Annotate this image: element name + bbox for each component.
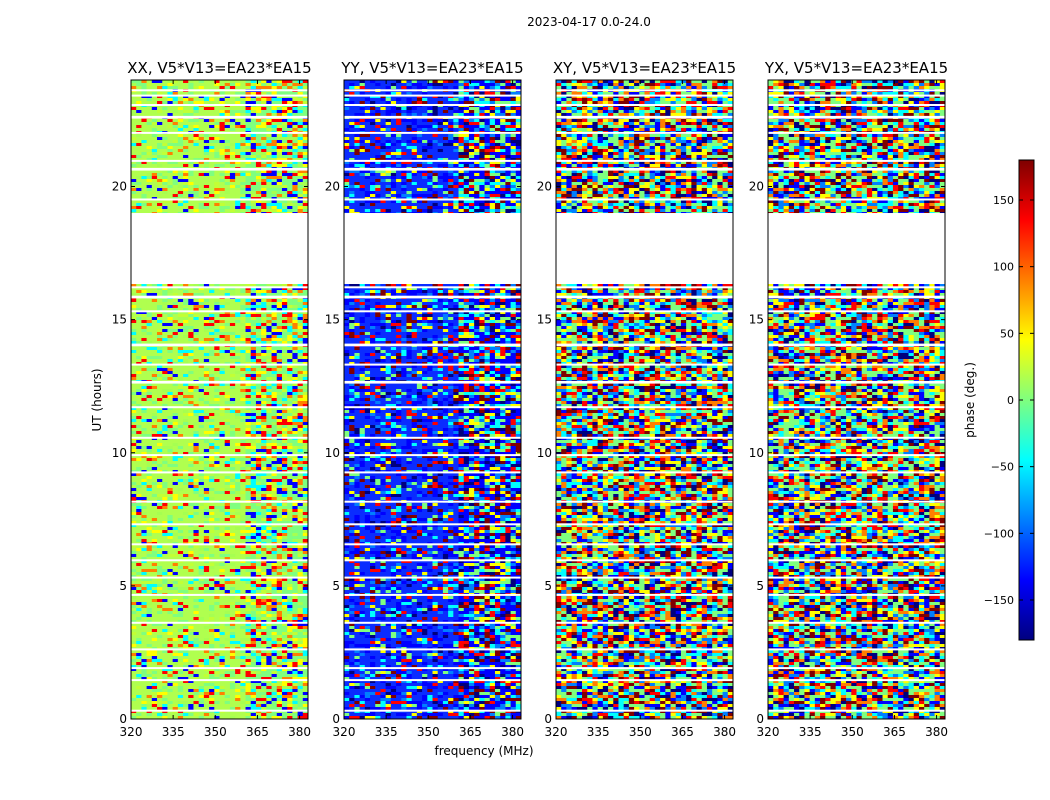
- x-tick-label: 335: [162, 725, 185, 739]
- panels: XX, V5*V13=EA23*EA15 320 335 350 365 380 0 5 10 1…: [112, 59, 948, 739]
- colorbar: 150 100 50 0 −50 −100 −150 phase (deg.): [963, 159, 1035, 641]
- y-tick-label: 0: [544, 712, 552, 726]
- y-tick-label: 0: [756, 712, 764, 726]
- x-tick-label: 380: [713, 725, 736, 739]
- x-axis-label: frequency (MHz): [434, 744, 533, 758]
- axes-frame: [767, 79, 946, 720]
- x-tick-label: 320: [757, 725, 780, 739]
- y-tick-label: 15: [749, 313, 764, 327]
- heatmap-yx: [768, 80, 945, 719]
- axes-frame: [130, 79, 309, 720]
- heatmap-xy: [556, 80, 733, 719]
- y-tick-label: 10: [749, 446, 764, 460]
- panel-title: XX, V5*V13=EA23*EA15: [127, 59, 311, 77]
- y-tick-label: 5: [332, 579, 340, 593]
- colorbar-tick-label: −150: [984, 594, 1014, 607]
- colorbar-ticks: 150 100 50 0 −50 −100 −150: [984, 194, 1034, 607]
- y-tick-label: 20: [325, 180, 340, 194]
- colorbar-label: phase (deg.): [963, 362, 977, 438]
- y-tick-label: 10: [112, 446, 127, 460]
- y-tick-label: 20: [537, 180, 552, 194]
- x-tick-label: 320: [545, 725, 568, 739]
- figure-title: 2023-04-17 0.0-24.0: [527, 15, 651, 29]
- x-tick-label: 335: [799, 725, 822, 739]
- panel-yy: YY, V5*V13=EA23*EA15 320 335 350 365 380 0 5 10 1…: [325, 59, 524, 739]
- y-tick-label: 0: [119, 712, 127, 726]
- colorbar-tick-label: −50: [991, 461, 1014, 474]
- x-tick-label: 350: [204, 725, 227, 739]
- y-tick-label: 20: [112, 180, 127, 194]
- x-tick-label: 365: [459, 725, 482, 739]
- x-tick-label: 365: [671, 725, 694, 739]
- panel-title: YX, V5*V13=EA23*EA15: [764, 59, 948, 77]
- y-tick-label: 10: [537, 446, 552, 460]
- y-tick-label: 0: [332, 712, 340, 726]
- x-tick-label: 350: [629, 725, 652, 739]
- panel-title: XY, V5*V13=EA23*EA15: [553, 59, 736, 77]
- x-tick-label: 320: [120, 725, 143, 739]
- y-tick-label: 15: [112, 313, 127, 327]
- y-tick-label: 20: [749, 180, 764, 194]
- y-tick-label: 15: [537, 313, 552, 327]
- colorbar-tick-label: 100: [993, 261, 1014, 274]
- panel-xx: XX, V5*V13=EA23*EA15 320 335 350 365 380 0 5 10 1…: [112, 59, 312, 739]
- colorbar-tick-label: 0: [1007, 394, 1014, 407]
- heatmap-xx: [131, 80, 308, 719]
- x-tick-label: 350: [841, 725, 864, 739]
- x-tick-label: 350: [417, 725, 440, 739]
- y-tick-label: 5: [756, 579, 764, 593]
- panel-xy: XY, V5*V13=EA23*EA15 320 335 350 365 380 0 5 10 1…: [537, 59, 736, 739]
- colorbar-tick-label: −100: [984, 527, 1014, 540]
- panel-title: YY, V5*V13=EA23*EA15: [340, 59, 523, 77]
- y-tick-label: 10: [325, 446, 340, 460]
- x-tick-label: 335: [587, 725, 610, 739]
- x-tick-label: 365: [883, 725, 906, 739]
- x-tick-label: 380: [288, 725, 311, 739]
- y-tick-label: 15: [325, 313, 340, 327]
- x-tick-label: 320: [333, 725, 356, 739]
- colorbar-tick-label: 150: [993, 194, 1014, 207]
- heatmap-yy: [344, 80, 521, 719]
- x-tick-label: 380: [925, 725, 948, 739]
- x-tick-label: 335: [375, 725, 398, 739]
- colorbar-tick-label: 50: [1000, 327, 1014, 340]
- axes-frame: [555, 79, 734, 720]
- x-tick-label: 365: [246, 725, 269, 739]
- panel-yx: YX, V5*V13=EA23*EA15 320 335 350 365 380 0 5 10 1…: [749, 59, 948, 739]
- y-tick-label: 5: [119, 579, 127, 593]
- axes-frame: [343, 79, 522, 720]
- y-axis-label: UT (hours): [90, 368, 104, 431]
- x-tick-label: 380: [501, 725, 524, 739]
- y-tick-label: 5: [544, 579, 552, 593]
